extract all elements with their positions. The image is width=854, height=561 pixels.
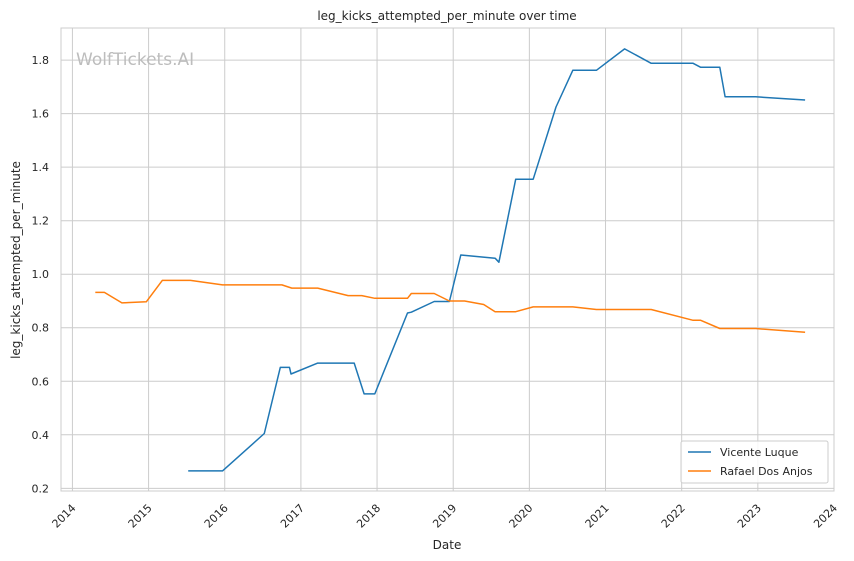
y-tick-label: 0.4 — [32, 429, 50, 442]
series-line-vicente-luque — [188, 48, 806, 472]
x-axis-title: Date — [433, 538, 462, 552]
legend-box — [680, 440, 829, 484]
x-tick-label: 2014 — [50, 502, 79, 531]
x-tick-label: 2021 — [583, 502, 612, 531]
grid-lines — [61, 28, 835, 491]
series-line-rafael-dos-anjos — [95, 279, 806, 334]
y-tick-label: 0.2 — [32, 482, 50, 495]
legend: Vicente Luque Rafael Dos Anjos — [680, 440, 829, 484]
y-tick-label: 0.6 — [32, 375, 50, 388]
x-tick-label: 2023 — [735, 502, 764, 531]
chart-title: leg_kicks_attempted_per_minute over time — [317, 9, 576, 23]
y-tick-label: 1.0 — [32, 268, 50, 281]
x-tick-label: 2017 — [278, 502, 307, 531]
x-tick-label: 2022 — [659, 502, 688, 531]
legend-label-vicente-luque: Vicente Luque — [720, 446, 799, 459]
x-tick-labels: 2014 2015 2016 2017 2018 2019 2020 2021 2022 2023… — [50, 502, 841, 531]
x-tick-label: 2019 — [430, 502, 459, 531]
y-tick-label: 1.6 — [32, 108, 50, 121]
plot-frame — [60, 27, 835, 492]
y-tick-label: 1.2 — [32, 215, 50, 228]
watermark: WolfTickets.AI — [76, 50, 194, 70]
x-tick-label: 2024 — [811, 502, 840, 531]
y-tick-label: 0.8 — [32, 322, 50, 335]
x-tick-label: 2015 — [126, 502, 155, 531]
y-tick-labels: 0.2 0.4 0.6 0.8 1.0 1.2 1.4 1.6 1.8 — [32, 54, 50, 495]
series-lines — [95, 48, 806, 472]
x-tick-label: 2016 — [202, 502, 231, 531]
x-tick-label: 2018 — [354, 502, 383, 531]
x-tick-label: 2020 — [506, 502, 535, 531]
legend-label-rafael-dos-anjos: Rafael Dos Anjos — [720, 465, 813, 478]
y-tick-label: 1.4 — [32, 161, 50, 174]
y-axis-title: leg_kicks_attempted_per_minute — [9, 161, 23, 359]
y-tick-label: 1.8 — [32, 54, 50, 67]
